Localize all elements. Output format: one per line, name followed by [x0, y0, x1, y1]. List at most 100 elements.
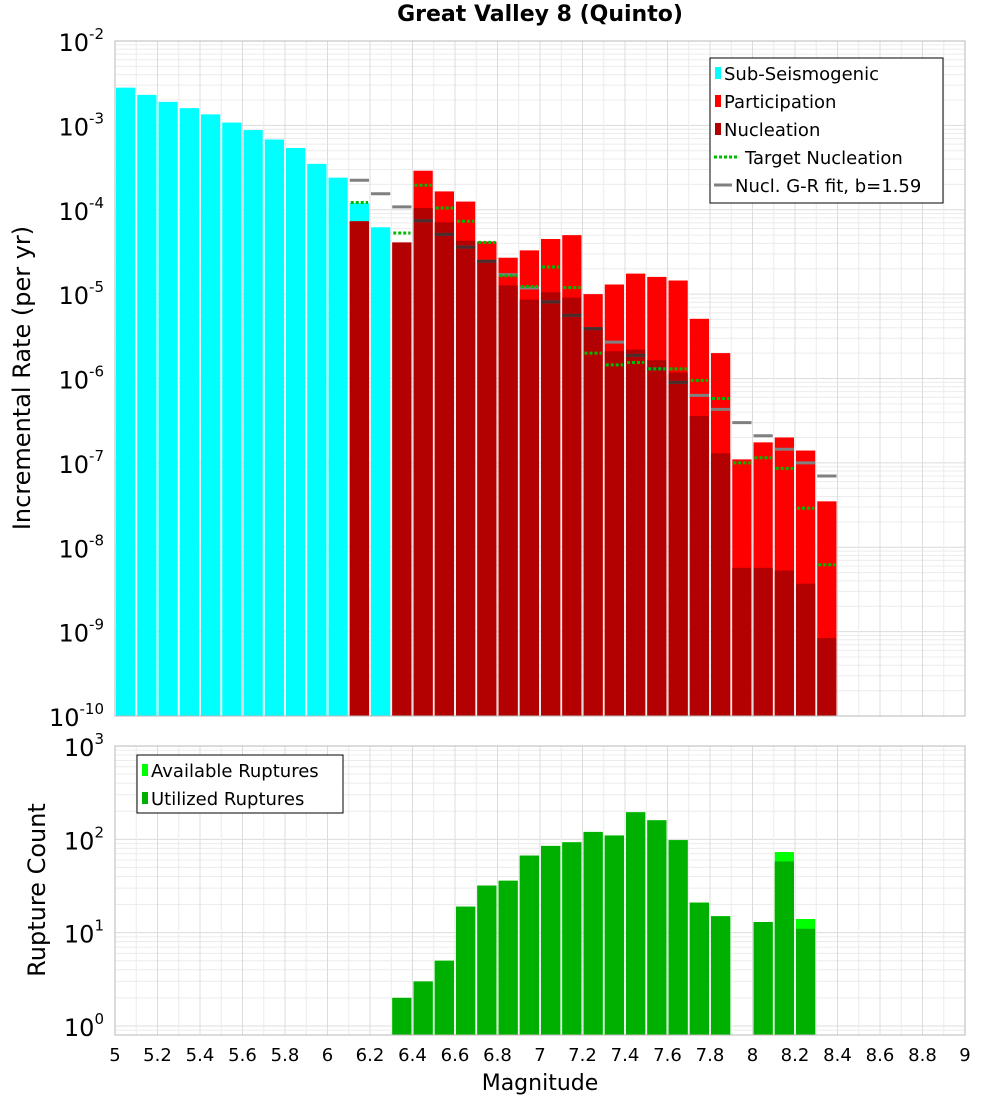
x-tick-label: 5.2 — [143, 1045, 172, 1066]
utilized-ruptures-series-bar — [711, 916, 731, 1035]
x-tick-label: 8.8 — [908, 1045, 937, 1066]
utilized-ruptures-series-bar — [668, 840, 688, 1035]
utilized-ruptures-series-bar — [519, 855, 539, 1035]
nucleation-series-bar — [647, 360, 667, 716]
utilized-ruptures-series-bar — [498, 880, 518, 1035]
y-tick-label: 103 — [64, 730, 104, 762]
x-tick-label: 7.2 — [568, 1045, 597, 1066]
y-tick-label: 10-6 — [58, 363, 104, 395]
utilized-ruptures-series-bar — [647, 820, 667, 1035]
x-ticks: 5 5.2 5.4 5.6 5.8 6 6.2 6.4 6.6 6.8 7 7.2 7.4 7.6 7.8 8… — [109, 1045, 970, 1066]
legend-label: Nucleation — [724, 120, 820, 141]
x-tick-label: 8.6 — [866, 1045, 895, 1066]
nucleation-series-bar — [583, 328, 603, 716]
bottom-y-axis-label: Rupture Count — [23, 803, 51, 977]
sub-seismogenic-series-bar — [328, 177, 348, 716]
legend-label: Nucl. G-R fit, b=1.59 — [735, 176, 921, 197]
sub-seismogenic-series-bar — [222, 122, 242, 716]
sub-seismogenic-series-bar — [243, 130, 263, 717]
legend-swatch — [715, 95, 721, 107]
y-tick-label: 10-10 — [49, 700, 104, 732]
x-tick-label: 6.4 — [398, 1045, 427, 1066]
nucleation-series-bar — [541, 292, 561, 716]
y-tick-label: 10-5 — [58, 278, 104, 310]
utilized-ruptures-series-bar — [774, 861, 794, 1035]
nucleation-series-bar — [456, 240, 476, 717]
sub-seismogenic-series-bar — [286, 147, 306, 716]
y-tick-label: 10-2 — [58, 25, 104, 57]
target-nucleation-series — [350, 183, 836, 567]
nucleation-series-bar — [477, 259, 497, 716]
utilized-ruptures-series-bar — [583, 831, 603, 1035]
nucleation-series-bar — [732, 567, 752, 716]
nucleation-series — [349, 207, 837, 717]
nucleation-series-bar — [689, 415, 709, 716]
top-y-ticks: 10-10 10-9 10-8 10-7 10-6 10-5 10-4 10-3 10-2 — [49, 25, 104, 732]
x-tick-label: 5.6 — [228, 1045, 257, 1066]
bottom-panel-border — [114, 745, 966, 1036]
x-tick-label: 6.6 — [441, 1045, 470, 1066]
nucleation-series-bar — [498, 285, 518, 716]
y-tick-label: 10-4 — [58, 194, 104, 226]
utilized-ruptures-series-bar — [456, 906, 476, 1035]
x-tick-label: 7.4 — [611, 1045, 640, 1066]
utilized-ruptures-series-bar — [562, 842, 582, 1035]
legend-swatch — [142, 764, 148, 776]
nucleation-series-bar — [434, 222, 454, 716]
bottom-legend: Available Ruptures Utilized Ruptures — [136, 754, 344, 814]
x-tick-label: 8.4 — [823, 1045, 852, 1066]
nucleation-series-bar — [753, 567, 773, 716]
top-legend: Sub-Seismogenic Participation Nucleation Ta… — [709, 57, 944, 204]
utilized-ruptures-series-bar — [753, 922, 773, 1035]
nucleation-series-bar — [774, 570, 794, 716]
sub-seismogenic-series-bar — [201, 114, 221, 716]
legend-label: Target Nucleation — [744, 148, 903, 169]
nucleation-series-bar — [413, 207, 433, 716]
x-tick-label: 7 — [534, 1045, 545, 1066]
sub-seismogenic-series-bar — [307, 163, 327, 717]
utilized-ruptures-series-bar — [689, 902, 709, 1035]
sub-seismogenic-series-bar — [158, 101, 178, 716]
x-tick-label: 7.8 — [696, 1045, 725, 1066]
utilized-ruptures-series-bar — [796, 928, 816, 1035]
y-tick-label: 10-9 — [58, 616, 104, 648]
x-tick-label: 6.8 — [483, 1045, 512, 1066]
y-tick-label: 102 — [64, 823, 104, 855]
nucleation-series-bar — [796, 583, 816, 716]
y-tick-label: 10-3 — [58, 109, 104, 141]
sub-seismogenic-series-bar — [371, 227, 391, 716]
nucleation-series-bar — [626, 349, 646, 716]
nucleation-series-bar — [349, 221, 369, 716]
chart-title: Great Valley 8 (Quinto) — [397, 2, 683, 27]
bottom-legend-frame — [136, 754, 344, 814]
x-tick-label: 5 — [109, 1045, 120, 1066]
utilized-ruptures-series-bar — [413, 981, 433, 1035]
legend-label: Sub-Seismogenic — [724, 64, 879, 85]
sub-seismogenic-series-bar — [179, 108, 199, 717]
top-panel-border — [114, 40, 966, 717]
legend-swatch — [715, 123, 721, 135]
legend-swatch — [142, 792, 148, 804]
nucleation-series-bar — [562, 297, 582, 716]
legend-label: Utilized Ruptures — [151, 789, 304, 810]
utilized-ruptures-series-bar — [604, 835, 624, 1035]
sub-seismogenic-series-bar — [264, 139, 284, 716]
utilized-ruptures-series-bar — [541, 845, 561, 1035]
y-tick-label: 101 — [64, 917, 104, 949]
nucleation-series-bar — [668, 372, 688, 716]
x-axis-label: Magnitude — [482, 1071, 599, 1096]
x-tick-label: 6 — [322, 1045, 333, 1066]
utilized-ruptures-series — [392, 812, 816, 1035]
nucleation-series-bar — [519, 299, 539, 716]
x-tick-label: 8 — [747, 1045, 758, 1066]
nucleation-series-bar — [817, 638, 837, 716]
utilized-ruptures-series-bar — [477, 885, 497, 1035]
top-legend-frame — [709, 57, 944, 204]
x-tick-label: 6.2 — [356, 1045, 385, 1066]
legend-label: Participation — [724, 92, 836, 113]
nucleation-series-bar — [604, 351, 624, 716]
legend-label: Available Ruptures — [151, 761, 319, 782]
nucleation-series-bar — [392, 242, 412, 716]
